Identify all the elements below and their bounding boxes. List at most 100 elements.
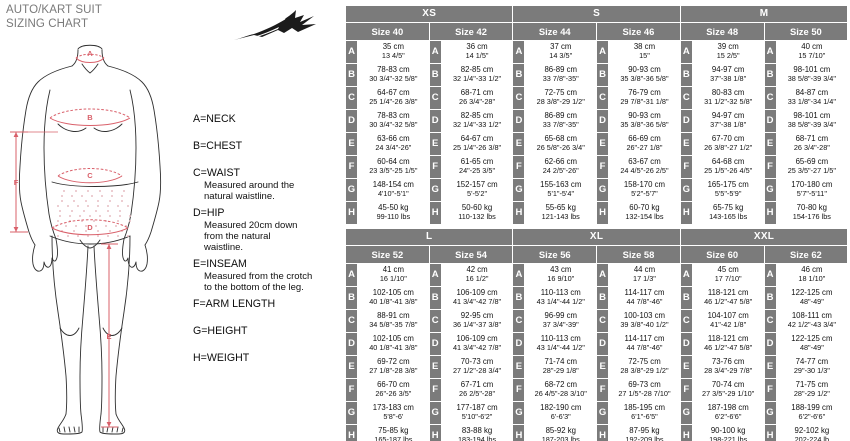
- value-imperial: 121-143 lbs: [541, 212, 580, 221]
- measure-value-cell: 102-105 cm 40 1/8"-41 3/8": [357, 286, 430, 310]
- value-imperial: 29"-30 1/3": [793, 366, 830, 375]
- measure-key-cell: A: [345, 40, 358, 64]
- measure-key-cell: D: [512, 109, 526, 133]
- measure-value-cell: 72-75 cm 28 3/8"-29 1/2": [608, 355, 681, 379]
- measure-value-cell: 43 cm 16 9/10": [524, 263, 598, 287]
- measure-key-cell: G: [763, 178, 777, 202]
- value-imperial: 43 1/4"-44 1/2": [536, 297, 585, 306]
- measure-key-cell: H: [345, 424, 358, 441]
- measure-key-cell: D: [345, 332, 358, 356]
- value-metric: 36 cm: [466, 42, 488, 52]
- value-imperial: 6'-6'3": [550, 412, 571, 421]
- measure-value-cell: 88-91 cm 34 5/8"-35 7/8": [357, 309, 430, 333]
- size-group-header: XL: [512, 228, 681, 246]
- table-row: H 45-50 kg 99-110 lbs H 50-60 kg 110-132 lbs H…: [345, 201, 849, 225]
- value-metric: 152-157 cm: [456, 180, 498, 190]
- measure-value-cell: 106-109 cm 41 3/4"-42 7/8": [440, 332, 514, 356]
- measure-value-cell: 177-187 cm 5'10"-6'2": [440, 401, 514, 425]
- value-metric: 106-109 cm: [456, 288, 498, 298]
- size-group-header: M: [679, 5, 849, 23]
- value-metric: 182-190 cm: [540, 403, 582, 413]
- measure-key-cell: E: [345, 132, 358, 156]
- value-imperial: 41 3/4"-42 7/8": [452, 297, 502, 306]
- size-group-header: XXL: [679, 228, 849, 246]
- measure-key-cell: H: [596, 201, 610, 225]
- measure-key-cell: E: [512, 355, 526, 379]
- legend-item-height: G=HEIGHT: [193, 325, 248, 337]
- measure-value-cell: 104-107 cm 41"-42 1/8": [691, 309, 765, 333]
- value-metric: 64-68 cm: [711, 157, 745, 167]
- measure-value-cell: 92-95 cm 36 1/4"-37 3/8": [440, 309, 514, 333]
- value-metric: 165-175 cm: [707, 180, 749, 190]
- value-metric: 65-75 kg: [712, 203, 744, 213]
- measure-key-cell: F: [512, 378, 526, 402]
- measure-value-cell: 68-71 cm 26 3/4"-28": [440, 86, 514, 110]
- size-column-header: Size 42: [428, 22, 514, 41]
- value-metric: 64-67 cm: [460, 134, 494, 144]
- value-imperial: 37"-38 1/8": [710, 120, 747, 129]
- value-imperial: 30 3/4"-32 5/8": [369, 120, 418, 129]
- value-imperial: 30 3/4"-32 5/8": [369, 74, 418, 83]
- value-imperial: 26"-27 1/8": [626, 143, 663, 152]
- value-metric: 55-65 kg: [545, 203, 576, 213]
- value-metric: 96-99 cm: [544, 311, 578, 321]
- alpinestars-logo: [234, 10, 316, 40]
- value-imperial: 48"-49": [799, 297, 824, 306]
- illustration-panel: AUTO/KART SUIT SIZING CHART: [0, 0, 340, 441]
- measure-value-cell: 67-71 cm 26 2/5"-28": [440, 378, 514, 402]
- size-column-header: Size 62: [763, 245, 849, 264]
- measure-key-cell: H: [345, 201, 358, 225]
- measure-key-cell: G: [596, 178, 610, 202]
- value-metric: 61-65 cm: [460, 157, 494, 167]
- measure-value-cell: 110-113 cm 43 1/4"-44 1/2": [524, 286, 598, 310]
- value-metric: 90-93 cm: [628, 111, 661, 121]
- measure-key-cell: G: [596, 401, 610, 425]
- table-row: E 63-66 cm 24 3/4"-26" E 64-67 cm 25 1/4"-26 …: [345, 132, 849, 156]
- measure-value-cell: 71-74 cm 28"-29 1/8": [524, 355, 598, 379]
- value-imperial: 5'1"-5'4": [547, 189, 575, 198]
- measure-key-cell: E: [512, 132, 526, 156]
- measure-key-cell: B: [512, 286, 526, 310]
- measure-key-cell: D: [428, 332, 442, 356]
- value-metric: 41 cm: [382, 265, 404, 275]
- value-imperial: 5'-5'2": [467, 189, 488, 198]
- measure-key-cell: E: [596, 132, 610, 156]
- measure-value-cell: 87-95 kg 192-209 lbs: [608, 424, 681, 441]
- value-imperial: 46 1/2"-47 5/8": [704, 297, 753, 306]
- measure-value-cell: 78-83 cm 30 3/4"-32 5/8": [357, 109, 430, 133]
- legend-item-weight: H=WEIGHT: [193, 352, 250, 364]
- value-imperial: 154-176 lbs: [792, 212, 831, 221]
- value-imperial: 24 2/5"-26": [542, 166, 579, 175]
- measure-key-cell: D: [679, 109, 693, 133]
- size-table-xs-s-m: XS S M Size 40 Size 42 Size 44 Size 46 Size 48 S…: [344, 5, 849, 225]
- measure-value-cell: 66-69 cm 26"-27 1/8": [608, 132, 681, 156]
- size-column-header: Size 44: [512, 22, 598, 41]
- value-imperial: 16 1/10": [379, 274, 407, 283]
- value-metric: 50-60 kg: [461, 203, 493, 213]
- measure-key-cell: C: [512, 309, 526, 333]
- size-group-header: XS: [344, 5, 514, 23]
- value-metric: 148-154 cm: [372, 180, 414, 190]
- value-imperial: 5'2"-5'7": [631, 189, 658, 198]
- value-metric: 185-195 cm: [623, 403, 666, 413]
- measure-key-cell: D: [679, 332, 693, 356]
- measure-value-cell: 45-50 kg 99-110 lbs: [357, 201, 430, 225]
- size-column-header: Size 46: [596, 22, 681, 41]
- value-metric: 43 cm: [550, 265, 572, 275]
- measure-key-cell: B: [679, 63, 693, 87]
- measure-value-cell: 122-125 cm 48"-49": [775, 286, 849, 310]
- legend-item-inseam: E=INSEAM Measured from the crotch to the…: [193, 258, 313, 293]
- table-row: C 64-67 cm 25 1/4"-26 3/8" C 68-71 cm 26 3/4"…: [345, 86, 849, 110]
- measure-key-cell: B: [428, 63, 442, 87]
- measure-key-cell: G: [428, 178, 442, 202]
- measure-key-cell: E: [763, 132, 777, 156]
- measure-value-cell: 60-70 kg 132-154 lbs: [608, 201, 681, 225]
- measure-value-cell: 69-72 cm 27 1/8"-28 3/8": [357, 355, 430, 379]
- measure-value-cell: 76-79 cm 29 7/8"-31 1/8": [608, 86, 681, 110]
- measure-value-cell: 188-199 cm 6'2"-6'6": [775, 401, 849, 425]
- measure-value-cell: 65-75 kg 143-165 lbs: [691, 201, 765, 225]
- measure-value-cell: 102-105 cm 40 1/8"-41 3/8": [357, 332, 430, 356]
- value-metric: 114-117 cm: [624, 288, 665, 298]
- measure-key-cell: F: [596, 378, 610, 402]
- value-imperial: 44 7/8"-46": [626, 297, 663, 306]
